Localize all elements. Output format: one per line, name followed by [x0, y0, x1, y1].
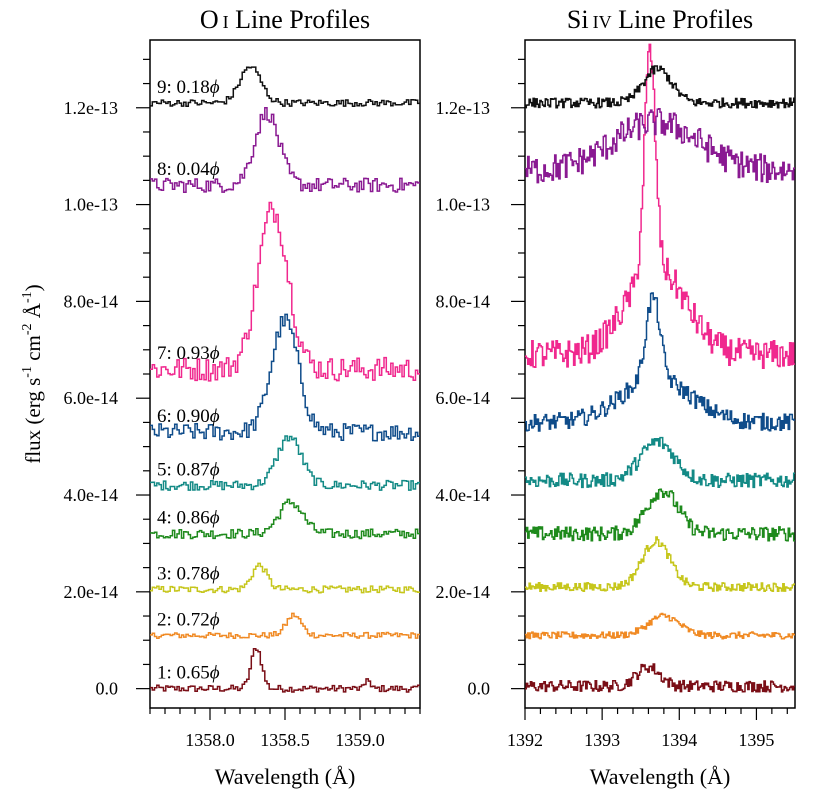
series-line-8: [150, 107, 420, 193]
panel-si-iv-title: Si IV Line Profiles: [567, 5, 753, 34]
series-line-3: [525, 536, 795, 593]
y-tick-label: 8.0e-14: [436, 291, 490, 311]
series-line-2: [525, 612, 795, 640]
series-line-6: [525, 292, 795, 432]
y-tick-label: 0.0: [96, 679, 119, 699]
series-label-5: 5: 0.87ϕ: [157, 459, 220, 480]
series-line-9: [150, 66, 420, 108]
series-label-9: 9: 0.18ϕ: [157, 77, 220, 98]
x-tick-label: 1359.0: [335, 730, 385, 750]
series-line-6: [150, 313, 420, 442]
series-line-1: [525, 663, 795, 693]
series-line-7: [525, 43, 795, 370]
panel-si-iv-frame: [524, 39, 796, 709]
panel-o-i-series: 1: 0.65ϕ 2: 0.72ϕ 3: 0.78ϕ 4: 0.86ϕ 5: 0.87ϕ…: [150, 66, 420, 693]
series-label-4: 4: 0.86ϕ: [157, 508, 220, 529]
series-label-3: 3: 0.78ϕ: [157, 563, 220, 584]
y-tick-label: 4.0e-14: [436, 485, 490, 505]
y-tick-label: 4.0e-14: [64, 485, 118, 505]
y-tick-label: 1.2e-13: [64, 98, 118, 118]
series-label-8: 8: 0.04ϕ: [157, 159, 220, 180]
y-tick-label: 6.0e-14: [436, 388, 490, 408]
series-label-2: 2: 0.72ϕ: [157, 609, 220, 630]
series-line-4: [525, 488, 795, 542]
panel-si-iv-xlabel: Wavelength (Å): [590, 764, 731, 789]
series-line-1: [150, 647, 420, 693]
y-tick-label: 8.0e-14: [64, 291, 118, 311]
series-line-5: [525, 436, 795, 489]
panel-si-iv-series: [525, 43, 795, 693]
x-tick-label: 1392: [507, 730, 543, 750]
series-line-5: [150, 435, 420, 491]
y-axis-label: flux (erg s-1 cm-2 Å-1): [20, 284, 45, 463]
series-label-6: 6: 0.90ϕ: [157, 406, 220, 427]
x-tick-label: 1358.0: [185, 730, 235, 750]
series-line-3: [150, 562, 420, 594]
panel-si-iv-x-ticks: 1392 1393 1394 1395: [507, 708, 788, 750]
y-tick-label: 1.0e-13: [64, 195, 118, 215]
series-line-8: [525, 108, 795, 184]
y-tick-label: 0.0: [468, 679, 491, 699]
y-tick-label: 1.2e-13: [436, 98, 490, 118]
panel-o-i-xlabel: Wavelength (Å): [215, 764, 356, 789]
x-tick-label: 1393: [584, 730, 620, 750]
panel-o-i-x-ticks: 1358.0 1358.5 1359.0: [149, 708, 421, 750]
y-tick-label: 1.0e-13: [436, 195, 490, 215]
x-tick-label: 1395: [738, 730, 774, 750]
series-line-2: [150, 612, 420, 640]
y-tick-label: 6.0e-14: [64, 388, 118, 408]
series-line-9: [525, 65, 795, 109]
y-tick-label: 2.0e-14: [64, 582, 118, 602]
series-label-7: 7: 0.93ϕ: [157, 343, 220, 364]
series-line-7: [150, 201, 420, 382]
y-tick-label: 2.0e-14: [436, 582, 490, 602]
x-tick-label: 1358.5: [260, 730, 310, 750]
x-tick-label: 1394: [661, 730, 697, 750]
panel-si-iv: Si IV Line Profiles 1392 1393 1394 1395 Wave…: [436, 5, 796, 789]
series-label-1: 1: 0.65ϕ: [157, 663, 220, 684]
series-line-4: [150, 498, 420, 540]
